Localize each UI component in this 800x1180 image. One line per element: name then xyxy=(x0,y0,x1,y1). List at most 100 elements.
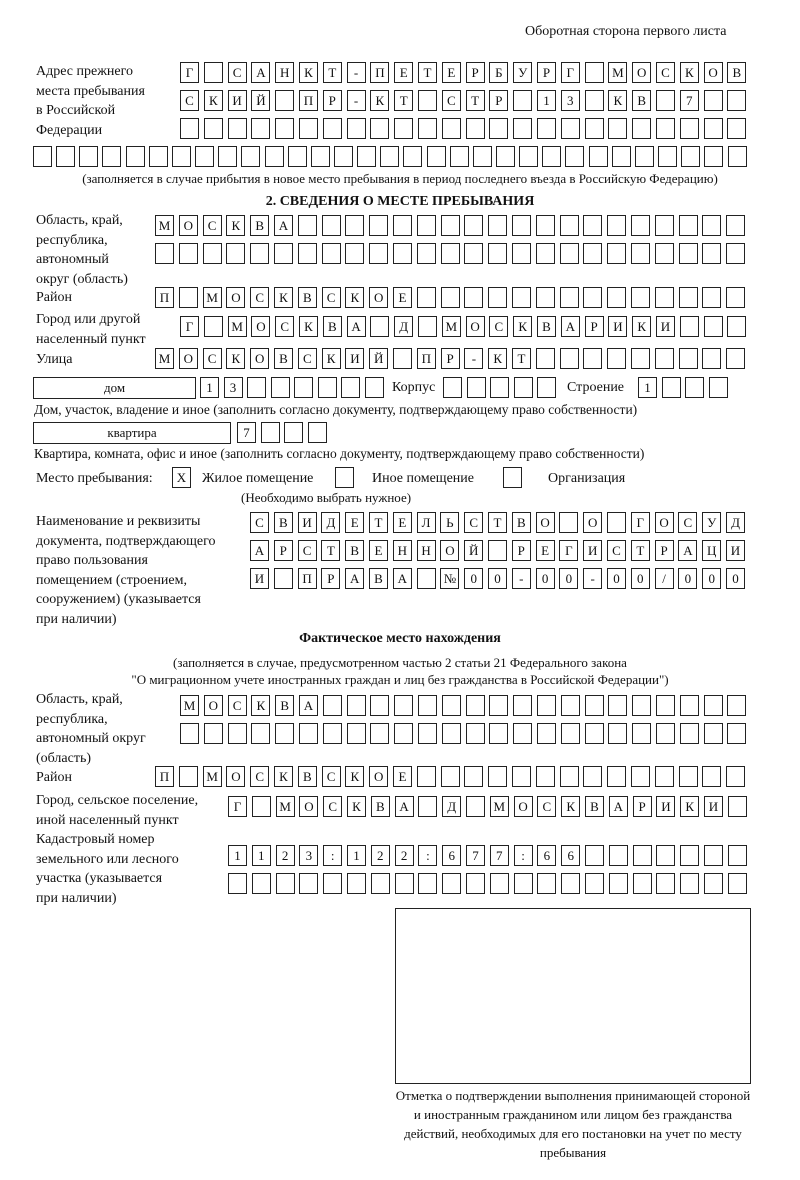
district-row-cell[interactable]: С xyxy=(250,287,270,308)
street-row-cell[interactable] xyxy=(559,348,579,369)
previous-address-row-2-cell[interactable]: Р xyxy=(489,90,509,111)
region-row-1-cell[interactable] xyxy=(297,215,317,236)
city-row-cell[interactable]: М xyxy=(441,316,461,337)
cadastral-row-1-cell[interactable] xyxy=(680,845,700,866)
region-row-2-cell[interactable] xyxy=(226,243,246,264)
document-row-1-cell[interactable] xyxy=(559,512,579,533)
region-row-2-cell[interactable] xyxy=(583,243,603,264)
document-row-3-cell[interactable]: 0 xyxy=(559,568,579,589)
previous-address-row-3-cell[interactable] xyxy=(608,118,628,139)
document-row-2-cell[interactable]: Р xyxy=(273,540,293,561)
previous-address-row-1-cell[interactable]: С xyxy=(656,62,675,83)
city-row-cell[interactable]: С xyxy=(489,316,509,337)
cadastral-row-2-cell[interactable] xyxy=(370,873,390,894)
document-row-2-cell[interactable]: И xyxy=(583,540,603,561)
previous-address-row-1-cell[interactable]: Г xyxy=(180,62,199,83)
region-row-1-cell[interactable] xyxy=(726,215,746,236)
actual-region-row-1-cell[interactable] xyxy=(584,695,604,716)
previous-address-row-3-cell[interactable] xyxy=(418,118,437,139)
region-row-2-cell[interactable] xyxy=(678,243,698,264)
actual-region-row-2-cell[interactable] xyxy=(703,723,723,744)
apartment-number-cell[interactable] xyxy=(260,422,280,443)
actual-region-row-1-cell[interactable] xyxy=(441,695,461,716)
previous-address-row-4-cell[interactable] xyxy=(449,146,469,167)
street-row-cell[interactable]: В xyxy=(274,348,293,369)
city-row-cell[interactable] xyxy=(679,316,699,337)
previous-address-row-3-cell[interactable] xyxy=(275,118,295,139)
city-row-cell[interactable] xyxy=(727,316,747,337)
document-row-3-cell[interactable]: - xyxy=(583,568,603,589)
document-row-1-cell[interactable]: У xyxy=(702,512,722,533)
structure-number-cell[interactable]: 1 xyxy=(638,377,657,398)
cadastral-row-1-cell[interactable] xyxy=(727,845,747,866)
previous-address-row-4-cell[interactable] xyxy=(519,146,539,167)
street-row-cell[interactable]: С xyxy=(202,348,222,369)
actual-region-row-2-cell[interactable] xyxy=(584,723,604,744)
building-number-cell[interactable] xyxy=(443,377,462,398)
previous-address-row-1-cell[interactable]: О xyxy=(703,62,723,83)
street-row-cell[interactable] xyxy=(678,348,698,369)
street-row-cell[interactable]: Й xyxy=(369,348,389,369)
previous-address-row-1-cell[interactable]: Б xyxy=(489,62,509,83)
actual-region-row-2-cell[interactable] xyxy=(251,723,271,744)
previous-address-row-2-cell[interactable]: С xyxy=(180,90,199,111)
document-row-2-cell[interactable]: Р xyxy=(654,540,674,561)
previous-address-row-4-cell[interactable] xyxy=(241,146,261,167)
document-row-2-cell[interactable]: Ц xyxy=(702,540,722,561)
region-row-1-cell[interactable] xyxy=(607,215,627,236)
street-row-cell[interactable] xyxy=(631,348,650,369)
actual-city-row-cell[interactable]: К xyxy=(561,796,581,817)
previous-address-row-3-cell[interactable] xyxy=(370,118,390,139)
actual-region-row-1-cell[interactable] xyxy=(513,695,533,716)
previous-address-row-3-cell[interactable] xyxy=(584,118,604,139)
actual-region-row-1-cell[interactable] xyxy=(727,695,747,716)
document-row-2-cell[interactable]: В xyxy=(345,540,365,561)
house-type-field[interactable]: дом xyxy=(33,377,196,399)
city-row-cell[interactable]: О xyxy=(251,316,271,337)
actual-region-row-2-cell[interactable] xyxy=(346,723,366,744)
city-row-cell[interactable]: А xyxy=(560,316,580,337)
cadastral-row-1-cell[interactable]: 3 xyxy=(299,845,319,866)
document-row-1-cell[interactable]: Т xyxy=(488,512,507,533)
previous-address-row-1-cell[interactable]: Г xyxy=(560,62,580,83)
city-row-cell[interactable]: К xyxy=(513,316,533,337)
district-row-cell[interactable]: Е xyxy=(393,287,412,308)
document-row-3-cell[interactable] xyxy=(273,568,293,589)
region-row-1-cell[interactable] xyxy=(464,215,484,236)
house-number-cell[interactable]: 3 xyxy=(223,377,243,398)
actual-city-row-cell[interactable]: О xyxy=(299,796,319,817)
region-row-2-cell[interactable] xyxy=(512,243,531,264)
actual-district-row-cell[interactable]: С xyxy=(250,766,270,787)
cadastral-row-2-cell[interactable] xyxy=(632,873,652,894)
region-row-1-cell[interactable] xyxy=(345,215,365,236)
cadastral-row-1-cell[interactable]: : xyxy=(418,845,438,866)
region-row-1-cell[interactable] xyxy=(416,215,436,236)
district-row-cell[interactable]: К xyxy=(345,287,365,308)
city-row-cell[interactable]: В xyxy=(537,316,556,337)
cadastral-row-1-cell[interactable] xyxy=(608,845,628,866)
previous-address-row-4-cell[interactable] xyxy=(310,146,330,167)
region-row-2-cell[interactable] xyxy=(321,243,341,264)
actual-city-row-cell[interactable]: И xyxy=(656,796,676,817)
region-row-2-cell[interactable] xyxy=(607,243,627,264)
previous-address-row-3-cell[interactable] xyxy=(322,118,342,139)
building-number-cell[interactable] xyxy=(513,377,533,398)
cadastral-row-1-cell[interactable] xyxy=(632,845,652,866)
cadastral-row-2-cell[interactable] xyxy=(489,873,509,894)
previous-address-row-4-cell[interactable] xyxy=(565,146,585,167)
apartment-type-field[interactable]: квартира xyxy=(33,422,231,444)
actual-district-row-cell[interactable] xyxy=(488,766,508,787)
stay-option-organization-checkbox[interactable] xyxy=(503,467,522,488)
document-row-3-cell[interactable]: 0 xyxy=(726,568,745,589)
previous-address-row-2-cell[interactable]: 7 xyxy=(679,90,699,111)
previous-address-row-2-cell[interactable] xyxy=(418,90,437,111)
document-row-2-cell[interactable]: С xyxy=(607,540,626,561)
previous-address-row-1-cell[interactable]: Р xyxy=(465,62,485,83)
actual-city-row-cell[interactable]: О xyxy=(513,796,533,817)
actual-district-row-cell[interactable] xyxy=(512,766,531,787)
street-row-cell[interactable]: К xyxy=(321,348,341,369)
previous-address-row-1-cell[interactable]: П xyxy=(370,62,390,83)
actual-region-row-2-cell[interactable] xyxy=(632,723,652,744)
previous-address-row-2-cell[interactable] xyxy=(513,90,533,111)
actual-region-row-1-cell[interactable] xyxy=(394,695,414,716)
